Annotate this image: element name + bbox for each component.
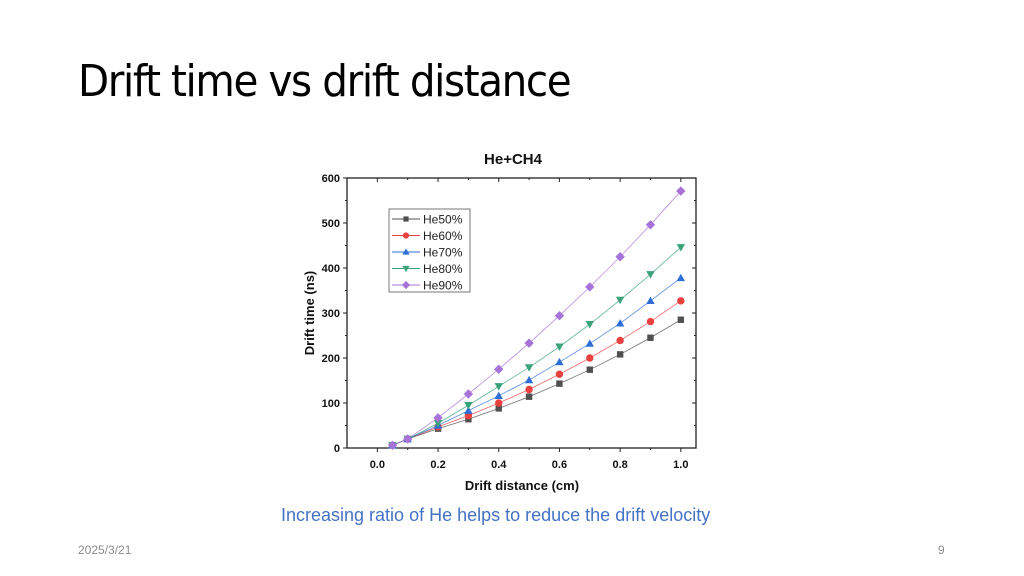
- chart-series: [387, 186, 686, 450]
- y-tick-label: 300: [322, 308, 340, 320]
- legend-item: He60%: [392, 229, 463, 243]
- svg-text:He90%: He90%: [423, 279, 463, 293]
- series-he70pct: [388, 273, 686, 449]
- legend-item: He50%: [392, 213, 463, 227]
- chart-legend: He50% He60% He70% He80% He90%: [388, 208, 471, 293]
- y-tick-label: 600: [322, 173, 340, 185]
- chart: He+CH4 0.0 0.2 0.4 0.6 0.8 1.0 0 100 200 300 400 50…: [290, 140, 710, 500]
- y-tick-label: 100: [322, 398, 340, 410]
- y-tick-label: 0: [334, 443, 340, 455]
- page-number: 9: [938, 543, 945, 557]
- footer-date: 2025/3/21: [78, 543, 132, 557]
- svg-text:He60%: He60%: [423, 229, 463, 243]
- series-he90pct: [387, 186, 686, 450]
- svg-text:He80%: He80%: [423, 262, 463, 276]
- legend-item: He70%: [392, 246, 463, 260]
- chart-title: He+CH4: [484, 151, 543, 168]
- x-tick-label: 1.0: [673, 459, 688, 471]
- chart-axes: 0.0 0.2 0.4 0.6 0.8 1.0 0 100 200 300 400 500 600: [322, 173, 697, 471]
- x-tick-label: 0.2: [430, 459, 445, 471]
- y-tick-label: 200: [322, 353, 340, 365]
- slide-caption: Increasing ratio of He helps to reduce t…: [281, 505, 711, 525]
- svg-text:He70%: He70%: [423, 246, 463, 260]
- x-tick-label: 0.0: [370, 459, 385, 471]
- x-axis-label: Drift distance (cm): [465, 478, 579, 493]
- slide-title: Drift time vs drift distance: [78, 56, 572, 107]
- legend-item: He90%: [392, 279, 463, 293]
- legend-item: He80%: [392, 262, 463, 276]
- y-tick-label: 400: [322, 263, 340, 275]
- x-tick-label: 0.8: [612, 459, 627, 471]
- x-tick-label: 0.6: [552, 459, 567, 471]
- x-tick-label: 0.4: [491, 459, 507, 471]
- y-tick-label: 500: [322, 218, 340, 230]
- chart-svg: He+CH4 0.0 0.2 0.4 0.6 0.8 1.0 0 100 200 300 400 50…: [302, 151, 697, 493]
- svg-text:He50%: He50%: [423, 213, 463, 227]
- y-axis-label: Drift time (ns): [302, 271, 317, 356]
